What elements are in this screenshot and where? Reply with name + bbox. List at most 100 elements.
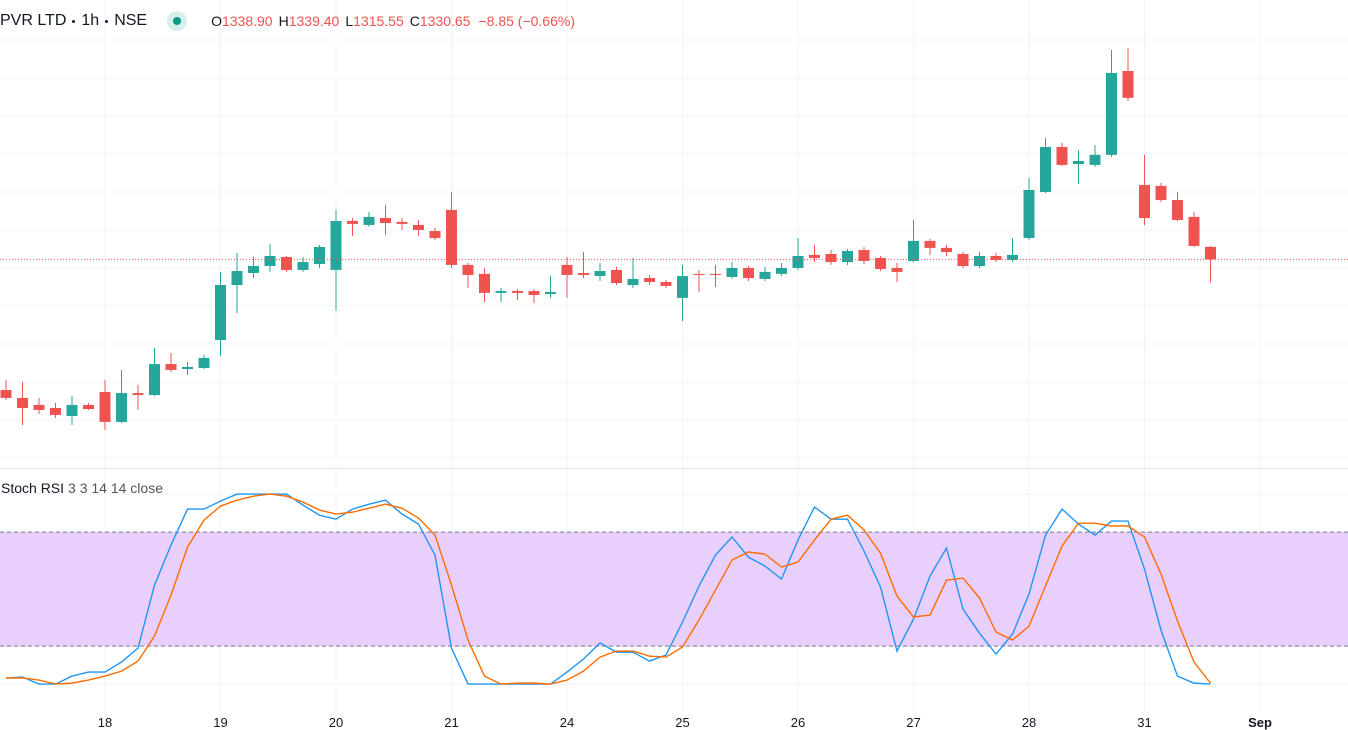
candle-body [710, 273, 721, 275]
stoch-line [5, 493, 1211, 685]
candle-body [0, 390, 12, 398]
indicator-title[interactable]: Stoch RSI [1, 480, 65, 496]
candle-body [182, 366, 193, 370]
candle-body [99, 392, 111, 422]
separator [105, 19, 109, 23]
candle-body [1188, 216, 1200, 246]
ohlc-label: L [345, 13, 354, 29]
candle-body [479, 273, 490, 293]
candle-body [825, 253, 837, 263]
candle-body [83, 404, 94, 410]
x-tick-label: 24 [560, 715, 574, 730]
candle-body [363, 216, 375, 225]
candle-body [347, 221, 358, 224]
candle-body [941, 247, 952, 253]
candle-body [1040, 146, 1051, 192]
x-tick-label: 21 [444, 715, 458, 730]
candle-body [281, 257, 292, 270]
candle-body [842, 250, 853, 263]
candle-body [677, 276, 688, 298]
x-tick-label: 19 [213, 715, 227, 730]
x-tick-label: 28 [1022, 715, 1036, 730]
candle-body [33, 404, 45, 410]
candle-body [561, 264, 573, 275]
candle-body [297, 262, 309, 270]
symbol[interactable]: PVR LTD [0, 12, 67, 29]
x-tick-label: 18 [98, 715, 112, 730]
candle-body [528, 290, 540, 296]
x-tick-label: 20 [329, 715, 343, 730]
candle-body [231, 271, 243, 285]
stoch-line [6, 493, 1212, 685]
candle-body [462, 264, 474, 275]
candle-body [594, 271, 606, 277]
ohlc-values: O 1338.90 H 1339.40 L 1315.55 C 1330.65 [205, 13, 470, 29]
candle-body [1122, 70, 1134, 98]
candle-body [198, 357, 210, 368]
candle-body [1155, 185, 1167, 201]
candle-body [627, 278, 639, 285]
candle-body [1139, 184, 1150, 218]
x-tick-label: 26 [791, 715, 805, 730]
candle-body [611, 269, 622, 284]
ohlc-label: C [409, 13, 420, 29]
candle-body [66, 404, 78, 417]
candle-body [660, 281, 672, 286]
x-tick-label: Sep [1248, 715, 1272, 730]
candle-body [1023, 189, 1035, 239]
exchange: NSE [114, 12, 148, 29]
candle-body [215, 284, 226, 341]
candle-body [17, 397, 28, 408]
candle-body [1205, 246, 1216, 260]
candle-body [50, 407, 61, 415]
candle-body [644, 278, 655, 282]
candle-body [809, 254, 820, 258]
candle-body [693, 273, 705, 275]
candle-body [957, 253, 969, 266]
candle-body [446, 209, 457, 265]
indicator-legend: Stoch RSI 3 3 14 14 close [1, 480, 163, 496]
candle-body [314, 246, 325, 265]
candle-body [759, 271, 771, 279]
separator [72, 19, 76, 23]
indicator-params: 3 3 14 14 close [68, 480, 163, 496]
candle-body [743, 267, 754, 279]
candle-body [1089, 154, 1101, 165]
candle-body [792, 255, 804, 268]
candle-body [116, 393, 127, 422]
interval[interactable]: 1h [81, 12, 100, 29]
band-fill [0, 532, 1348, 647]
candle-body [248, 265, 259, 273]
ohlc-value: 1339.40 [288, 13, 340, 29]
candle-body [429, 231, 441, 239]
ohlc-label: O [211, 13, 222, 29]
candle-body [1106, 72, 1117, 155]
candle-body [380, 217, 391, 223]
candle-body [974, 255, 985, 266]
candle-body [413, 224, 424, 230]
candle-body [776, 267, 787, 274]
candle-body [545, 291, 556, 294]
market-status[interactable] [167, 11, 188, 31]
candle-body [1172, 200, 1183, 220]
x-tick-label: 25 [675, 715, 689, 730]
candle-body [512, 290, 523, 293]
ohlc-value: 1315.55 [353, 13, 404, 29]
candle-body [264, 255, 276, 266]
candle-body [990, 255, 1002, 260]
candle-body [891, 267, 903, 272]
candle-body [149, 364, 160, 396]
candle-body [1073, 160, 1084, 165]
ohlc-value: 1338.90 [221, 13, 273, 29]
candle-body [495, 290, 507, 293]
ohlc-label: H [278, 13, 289, 29]
candle-body [1056, 146, 1068, 165]
candle-body [330, 221, 342, 270]
ohlc-value: 1330.65 [419, 13, 471, 29]
candle-body [396, 221, 408, 224]
candle-body [875, 257, 886, 270]
change: −8.85 (−0.66%) [478, 13, 575, 29]
candle-body [165, 364, 177, 370]
